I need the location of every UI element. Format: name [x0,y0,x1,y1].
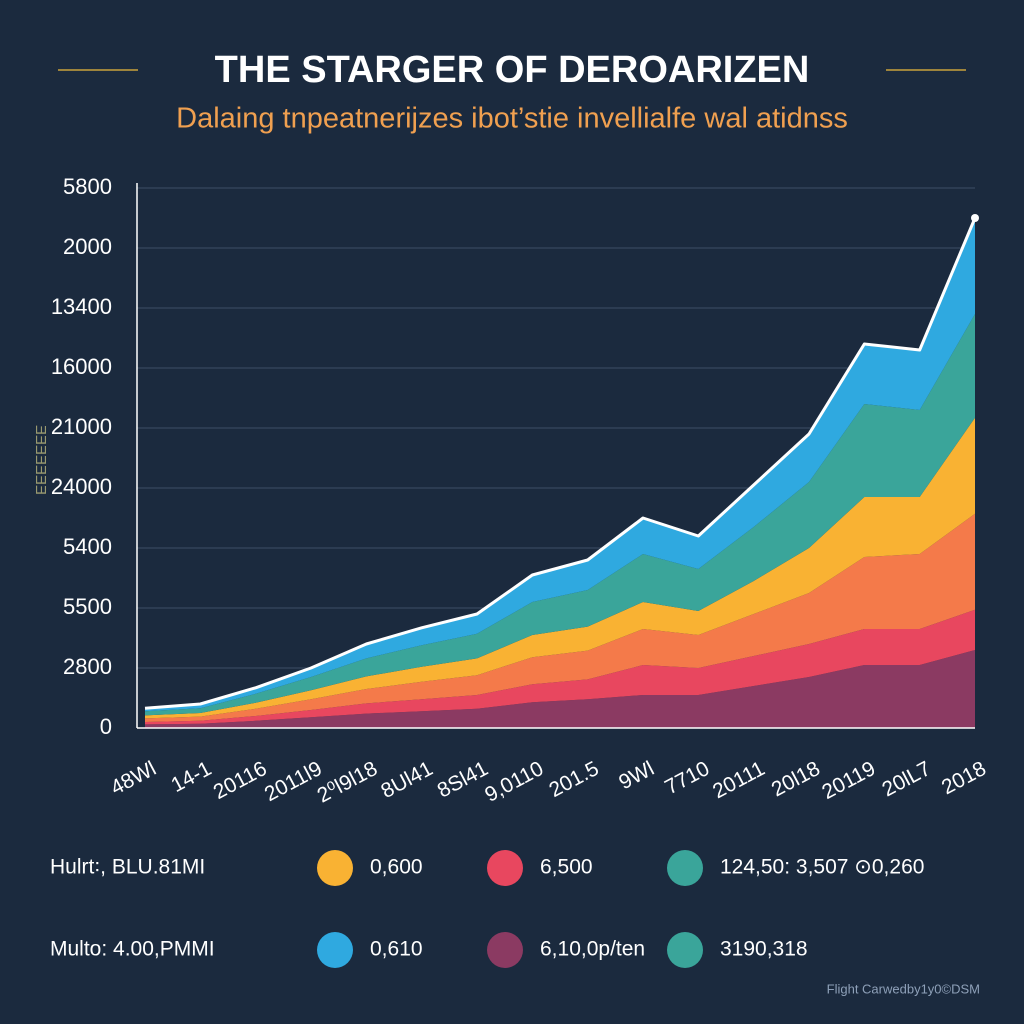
y-tick-label: 5800 [63,174,112,199]
legend-swatch [667,850,703,886]
y-tick-label: 2000 [63,234,112,259]
legend-swatch [487,850,523,886]
legend-label: 3190,318 [720,938,808,961]
area [145,513,975,722]
area [145,650,975,728]
area [145,314,975,716]
y-tick-label: 13400 [51,294,112,319]
y-tick-label: 0 [100,714,112,739]
area [145,218,975,712]
y-tick-label: 21000 [51,414,112,439]
area [145,609,975,725]
y-tick-label: 2800 [63,654,112,679]
y-axis-label: ƎƎƎƎƎƎƎ [32,425,49,495]
y-tick-label: 5400 [63,534,112,559]
end-dot [971,214,979,222]
chart-title: THE STARGER OF DEROARIZEN [215,49,810,91]
legend-row-label: Hulrt꞉, BLU.81MI [50,856,205,879]
legend-swatch [317,932,353,968]
y-tick-label: 16000 [51,354,112,379]
top-outline [144,217,977,710]
y-tick-label: 5500 [63,594,112,619]
footer: Flight Carwedby1y0©DSM [827,981,980,996]
legend-swatch [667,932,703,968]
legend-label: 0,610 [370,938,423,961]
y-tick-label: 24000 [51,474,112,499]
legend-label: 0,600 [370,856,423,879]
chart-subtitle: Dalaing tnpeatnerijzes ibot’stie invelli… [176,103,848,135]
legend-label: 124,50: 3,507 ⊙0,260 [720,856,924,879]
legend-label: 6,10,0p/ten [540,938,645,961]
legend-row-label: Multo: 4.00,PMMI [50,938,215,961]
legend-label: 6,500 [540,856,593,879]
area [145,417,975,719]
legend-swatch [487,932,523,968]
legend-swatch [317,850,353,886]
